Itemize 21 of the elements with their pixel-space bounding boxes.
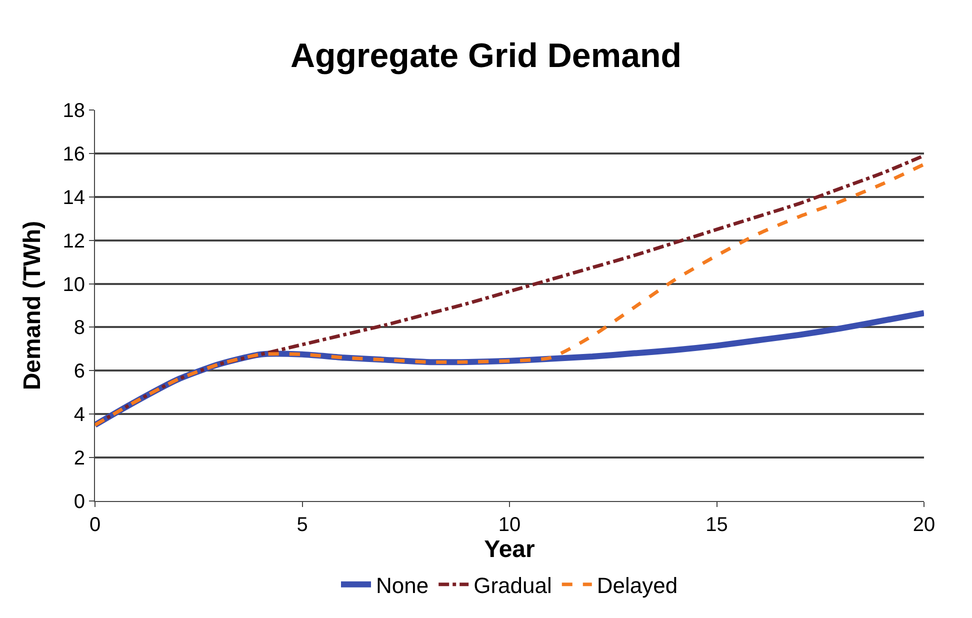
y-tick-label: 12 [62,230,85,252]
x-tick-label: 20 [912,514,936,536]
y-tick-label: 10 [62,274,85,296]
x-tick-label: 15 [706,514,728,536]
legend-label: None [376,572,429,598]
legend-label: Gradual [474,572,552,598]
y-tick-label: 6 [74,360,85,383]
x-axis-title: Year [484,536,535,563]
y-tick-label: 8 [74,317,85,340]
y-tick-label: 4 [74,404,85,426]
y-tick-label: 2 [74,448,85,470]
y-tick-label: 16 [62,143,85,166]
y-tick-label: 14 [62,186,85,209]
chart-title: Aggregate Grid Demand [290,37,682,76]
y-axis-title: Demand (TWh) [18,220,46,390]
legend-label: Delayed [596,572,678,598]
x-tick-label: 10 [498,514,521,536]
x-tick-label: 0 [89,514,101,536]
y-tick-label: 0 [74,491,85,513]
y-tick-label: 18 [62,100,85,122]
x-tick-label: 5 [296,514,308,536]
